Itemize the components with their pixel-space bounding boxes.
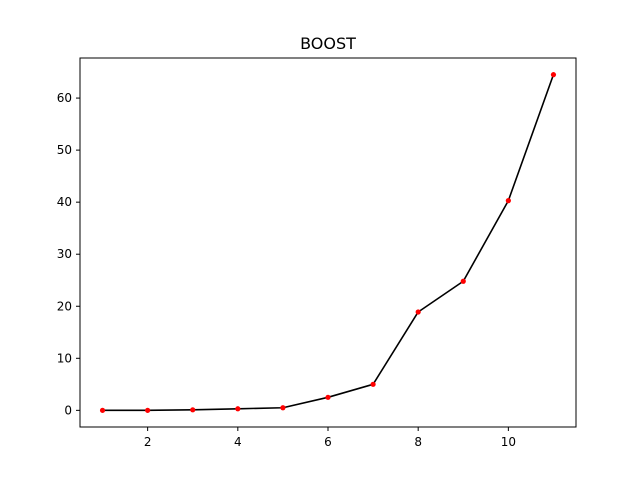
y-tick-label: 60 [57, 91, 72, 105]
x-tick-label: 6 [324, 435, 332, 449]
data-point [99, 407, 106, 413]
data-point [370, 381, 376, 387]
chart-title: BOOST [300, 34, 356, 53]
x-tick-label: 10 [501, 435, 516, 449]
data-point [460, 278, 466, 284]
data-point [235, 406, 241, 412]
y-tick-label: 50 [57, 143, 72, 157]
data-point [190, 407, 196, 413]
x-tick-label: 4 [234, 435, 242, 449]
data-point [550, 72, 557, 78]
y-tick-label: 0 [64, 403, 72, 417]
x-tick-label: 8 [414, 435, 422, 449]
plot-area: 2 4 6 8 10 0 10 20 30 40 50 60 [57, 57, 577, 449]
y-tick-label: 40 [57, 195, 72, 209]
x-tick-label: 2 [144, 435, 152, 449]
y-tick-label: 20 [57, 299, 72, 313]
data-point [415, 309, 421, 315]
axes-frame [79, 57, 577, 428]
y-tick-label: 10 [57, 351, 72, 365]
data-point [505, 198, 511, 204]
data-point [325, 394, 331, 400]
data-point [145, 407, 151, 413]
y-tick-label: 30 [57, 247, 72, 261]
series-line [102, 74, 555, 412]
data-point [280, 405, 286, 411]
